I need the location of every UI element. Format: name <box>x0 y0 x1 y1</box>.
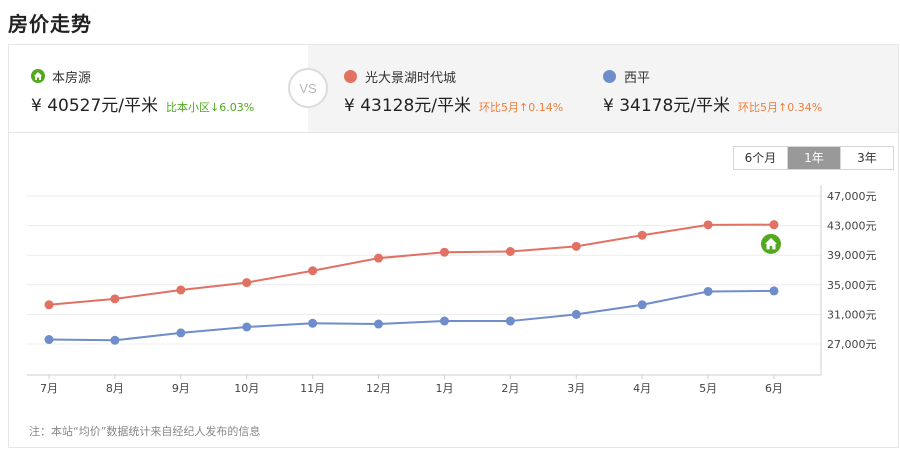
community-block: 光大景湖时代城 ¥ 43128元/平米 环比5月↑0.14% <box>344 67 563 116</box>
series-line-1 <box>48 289 775 342</box>
data-point <box>176 285 186 295</box>
data-point <box>637 230 647 240</box>
data-point <box>571 241 581 251</box>
x-tick-label: 6月 <box>765 382 783 395</box>
price-compare-bar: 本房源 ¥ 40527元/平米 比本小区↓6.03% 光大景湖时代城 ¥ 431… <box>9 45 898 133</box>
x-tick-label: 10月 <box>234 382 259 395</box>
data-point <box>637 300 647 310</box>
data-point <box>308 266 318 276</box>
price-trend-panel: 本房源 ¥ 40527元/平米 比本小区↓6.03% 光大景湖时代城 ¥ 431… <box>8 44 899 448</box>
x-tick-label: 11月 <box>300 382 325 395</box>
home-icon <box>765 237 777 250</box>
community-price: ¥ 43128元/平米 <box>344 96 472 116</box>
y-tick-label: 27,000元 <box>827 338 877 351</box>
data-point <box>505 247 515 256</box>
x-tick-label: 9月 <box>172 382 190 395</box>
community-change: 环比5月↑0.14% <box>479 101 564 114</box>
tab-6-months[interactable]: 6个月 <box>734 147 787 169</box>
data-point <box>242 322 252 332</box>
data-point <box>110 294 120 304</box>
comparison-panel: 光大景湖时代城 ¥ 43128元/平米 环比5月↑0.14% 西平 ¥ 3417… <box>308 45 898 132</box>
this-listing-block: 本房源 ¥ 40527元/平米 比本小区↓6.03% <box>31 67 254 116</box>
data-point <box>505 316 515 326</box>
district-legend-dot <box>603 69 616 83</box>
tab-1-year[interactable]: 1年 <box>787 147 840 169</box>
x-tick-label: 1月 <box>435 382 453 395</box>
this-listing-change: 比本小区↓6.03% <box>166 101 255 114</box>
data-point <box>439 316 449 326</box>
x-tick-label: 12月 <box>366 382 391 395</box>
data-point <box>242 278 252 288</box>
district-name: 西平 <box>624 70 651 86</box>
vs-badge: VS <box>288 68 328 108</box>
community-name: 光大景湖时代城 <box>365 70 457 86</box>
community-legend-dot <box>344 69 357 83</box>
this-listing-panel: 本房源 ¥ 40527元/平米 比本小区↓6.03% <box>9 45 308 132</box>
x-tick-label: 5月 <box>699 382 717 395</box>
data-point <box>374 253 384 263</box>
footnote: 注：本站“均价”数据统计来自经纪人发布的信息 <box>29 425 261 438</box>
data-point <box>571 309 581 319</box>
district-change: 环比5月↑0.34% <box>738 101 823 114</box>
page-title: 房价走势 <box>8 12 92 36</box>
this-listing-name: 本房源 <box>52 70 92 86</box>
data-point <box>44 300 54 310</box>
district-block: 西平 ¥ 34178元/平米 环比5月↑0.34% <box>603 67 822 116</box>
y-tick-label: 35,000元 <box>827 279 877 292</box>
data-point <box>176 328 186 338</box>
x-tick-label: 8月 <box>106 382 124 395</box>
x-tick-label: 3月 <box>567 382 585 395</box>
range-tabs: 6个月 1年 3年 <box>733 146 894 170</box>
price-line-chart: 27,000元 31,000元 35,000元 39,000元 43,000元 47,00… <box>27 185 877 395</box>
series-line-0 <box>48 223 775 306</box>
data-point <box>703 286 713 296</box>
data-point <box>769 286 779 296</box>
x-tick-label: 4月 <box>633 382 651 395</box>
this-listing-price: ¥ 40527元/平米 <box>31 96 159 116</box>
district-price: ¥ 34178元/平米 <box>603 96 731 116</box>
home-icon <box>31 69 45 83</box>
x-tick-label: 2月 <box>501 382 519 395</box>
x-tick-label: 7月 <box>40 382 58 395</box>
data-point <box>374 319 384 329</box>
y-tick-label: 47,000元 <box>827 190 877 203</box>
tab-3-years[interactable]: 3年 <box>840 147 893 169</box>
data-point <box>44 335 54 345</box>
y-tick-label: 39,000元 <box>827 249 877 262</box>
data-point <box>769 220 779 230</box>
y-tick-label: 31,000元 <box>827 308 877 321</box>
y-tick-label: 43,000元 <box>827 220 877 233</box>
data-point <box>308 318 318 328</box>
data-point <box>439 247 449 257</box>
data-point <box>703 220 713 230</box>
data-point <box>110 335 120 345</box>
